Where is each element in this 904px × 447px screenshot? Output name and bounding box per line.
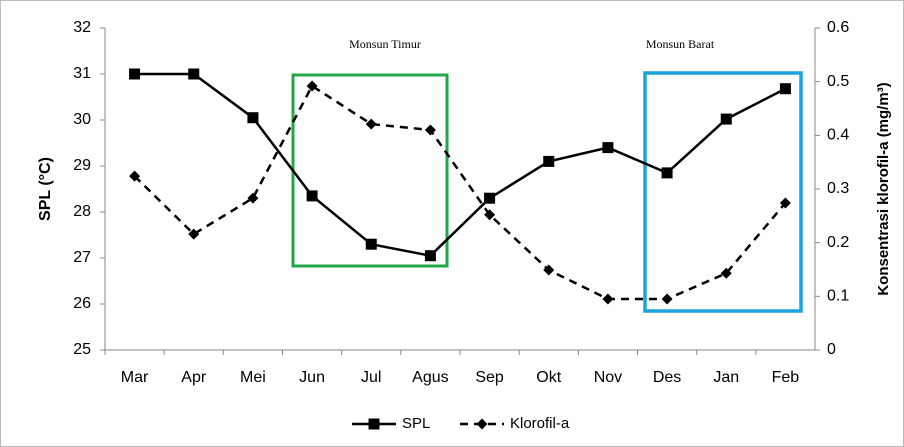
marker	[484, 209, 496, 221]
marker	[602, 293, 614, 305]
marker	[188, 68, 200, 80]
marker	[424, 250, 436, 262]
marker	[484, 192, 496, 204]
annotation: Monsun Barat	[646, 37, 715, 51]
y2-tick-label: 0.1	[827, 288, 849, 305]
marker	[188, 228, 200, 240]
marker	[661, 293, 673, 305]
y2-tick-label: 0.4	[827, 127, 849, 144]
marker	[129, 68, 141, 80]
marker	[306, 190, 318, 202]
y-tick-label: 28	[73, 203, 91, 220]
marker	[306, 80, 318, 92]
series-line	[133, 84, 787, 301]
x-tick-label: Mei	[240, 369, 266, 386]
x-tick-label: Okt	[536, 369, 561, 386]
legend-label: SPL	[402, 415, 430, 432]
marker	[247, 192, 259, 204]
marker	[543, 264, 555, 276]
x-tick-label: Mar	[121, 369, 149, 386]
marker	[476, 418, 488, 430]
x-tick-label: Feb	[772, 369, 800, 386]
x-tick-label: Jan	[713, 369, 739, 386]
x-tick-label: Agus	[412, 369, 448, 386]
y-tick-label: 29	[73, 157, 91, 174]
marker	[365, 118, 377, 130]
x-tick-label: Apr	[181, 369, 207, 386]
marker	[365, 238, 377, 250]
marker	[129, 170, 141, 182]
legend-label: Klorofil-a	[510, 415, 570, 432]
marker	[720, 113, 732, 125]
marker	[779, 197, 791, 209]
x-tick-label: Jul	[361, 369, 381, 386]
y2-tick-label: 0.3	[827, 180, 849, 197]
marker	[424, 124, 436, 136]
y-tick-label: 26	[73, 295, 91, 312]
y2-axis-label: Konsentrasi klorofil-a (mg/m³)	[875, 82, 892, 295]
marker	[247, 112, 259, 124]
marker	[779, 83, 791, 95]
x-tick-label: Jun	[299, 369, 325, 386]
y-tick-label: 32	[73, 19, 91, 36]
annotation: Monsun Timur	[349, 37, 421, 51]
x-tick-label: Des	[653, 369, 681, 386]
marker	[368, 418, 380, 430]
y2-tick-label: 0.5	[827, 73, 849, 90]
y2-tick-label: 0.2	[827, 234, 849, 251]
x-tick-label: Nov	[594, 369, 622, 386]
y2-tick-label: 0.6	[827, 19, 849, 36]
marker	[602, 142, 614, 154]
y-tick-label: 31	[73, 65, 91, 82]
marker	[543, 155, 555, 167]
highlight-box	[643, 71, 803, 313]
y-tick-label: 30	[73, 111, 91, 128]
y2-tick-label: 0	[827, 341, 836, 358]
marker	[661, 167, 673, 179]
y-tick-label: 27	[73, 249, 91, 266]
series-line	[134, 72, 786, 258]
y-axis-label: SPL (°C)	[37, 157, 54, 221]
y-tick-label: 25	[73, 341, 91, 358]
marker	[720, 267, 732, 279]
x-tick-label: Sep	[475, 369, 504, 386]
